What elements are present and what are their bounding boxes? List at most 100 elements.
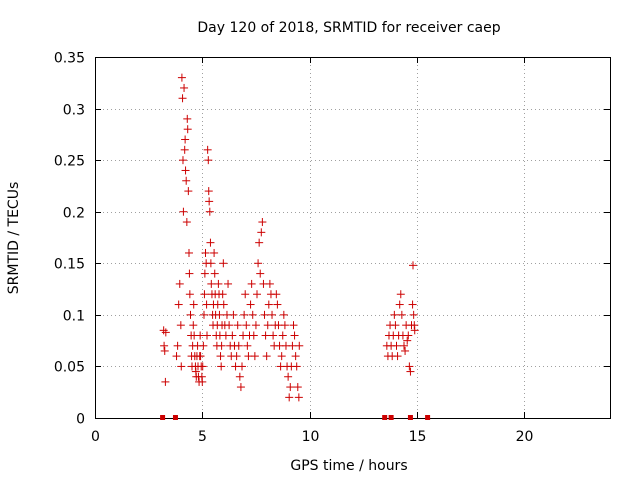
data-point bbox=[200, 269, 209, 278]
data-point bbox=[181, 166, 190, 175]
data-point bbox=[217, 362, 226, 371]
data-point bbox=[180, 145, 189, 154]
data-point bbox=[391, 321, 400, 330]
data-point bbox=[173, 341, 182, 350]
gap-marker bbox=[382, 415, 388, 420]
data-point bbox=[273, 300, 282, 309]
data-point bbox=[272, 290, 281, 299]
data-point bbox=[256, 269, 265, 278]
data-point bbox=[236, 383, 245, 392]
x-axis-label: GPS time / hours bbox=[290, 458, 407, 474]
data-point bbox=[288, 341, 297, 350]
data-point bbox=[180, 83, 189, 92]
data-points bbox=[159, 73, 419, 402]
gap-marker bbox=[407, 415, 413, 420]
y-tick-label: 0.1 bbox=[63, 309, 85, 325]
data-point bbox=[198, 362, 207, 371]
data-point bbox=[174, 300, 183, 309]
data-point bbox=[243, 341, 252, 350]
plot-frame bbox=[95, 57, 611, 419]
data-point bbox=[286, 383, 295, 392]
gap-marker bbox=[425, 415, 431, 420]
data-point bbox=[397, 310, 406, 319]
data-point bbox=[280, 321, 289, 330]
data-point bbox=[205, 197, 214, 206]
data-point bbox=[160, 346, 169, 355]
data-point bbox=[203, 331, 212, 340]
data-point bbox=[277, 352, 286, 361]
data-point bbox=[401, 346, 410, 355]
data-point bbox=[248, 310, 257, 319]
data-point bbox=[172, 352, 181, 361]
data-point bbox=[184, 187, 193, 196]
data-point bbox=[219, 259, 228, 268]
data-point bbox=[219, 300, 228, 309]
data-point bbox=[224, 279, 233, 288]
data-point bbox=[200, 290, 209, 299]
data-point bbox=[204, 156, 213, 165]
data-point bbox=[254, 259, 263, 268]
data-point bbox=[249, 331, 258, 340]
data-point bbox=[242, 321, 251, 330]
data-point bbox=[203, 145, 212, 154]
data-point bbox=[261, 331, 270, 340]
data-point bbox=[183, 125, 192, 134]
y-tick-label: 0.05 bbox=[54, 360, 85, 376]
data-point bbox=[216, 352, 225, 361]
data-point bbox=[196, 352, 205, 361]
y-axis-label: SRMTID / TECUs bbox=[6, 182, 22, 295]
tick-layer: 0 0.05 0.1 0.15 0.2 0.25 0.3 0.35 0 5 10 15 20 bbox=[54, 51, 610, 445]
x-tick-label: 0 bbox=[91, 429, 100, 445]
grid-layer bbox=[95, 57, 610, 418]
data-point bbox=[409, 261, 418, 270]
gap-marker bbox=[160, 415, 166, 420]
data-point bbox=[289, 321, 298, 330]
data-point bbox=[177, 73, 186, 82]
y-tick-label: 0.3 bbox=[63, 103, 85, 119]
data-point bbox=[400, 341, 408, 350]
data-point bbox=[176, 321, 185, 330]
gap-marker bbox=[172, 415, 178, 420]
data-point bbox=[200, 310, 209, 319]
data-point bbox=[189, 300, 198, 309]
data-point bbox=[295, 341, 304, 350]
data-point bbox=[279, 310, 288, 319]
data-point bbox=[159, 326, 168, 335]
data-point bbox=[178, 156, 187, 165]
data-point bbox=[240, 310, 249, 319]
data-point bbox=[392, 341, 401, 350]
data-point bbox=[293, 383, 302, 392]
y-tick-label: 0.2 bbox=[63, 206, 85, 222]
data-point bbox=[234, 341, 243, 350]
data-point bbox=[202, 300, 211, 309]
gap-markers bbox=[160, 415, 431, 420]
data-point bbox=[404, 331, 413, 340]
data-point bbox=[265, 279, 274, 288]
data-point bbox=[292, 362, 301, 371]
data-point bbox=[179, 207, 188, 216]
data-point bbox=[285, 393, 294, 402]
data-point bbox=[395, 300, 404, 309]
data-point bbox=[206, 259, 215, 268]
data-point bbox=[161, 328, 170, 337]
data-point bbox=[160, 341, 169, 350]
data-point bbox=[251, 321, 260, 330]
data-point bbox=[278, 331, 287, 340]
data-point bbox=[255, 238, 264, 247]
data-point bbox=[294, 393, 303, 402]
data-point bbox=[405, 362, 414, 371]
data-point bbox=[241, 290, 250, 299]
data-point bbox=[206, 238, 215, 247]
data-point bbox=[217, 341, 226, 350]
data-point bbox=[393, 352, 402, 361]
data-point bbox=[235, 372, 244, 381]
data-point bbox=[201, 248, 210, 257]
data-point bbox=[253, 290, 262, 299]
data-point bbox=[258, 218, 267, 227]
data-point bbox=[269, 331, 278, 340]
data-point bbox=[228, 331, 237, 340]
data-point bbox=[181, 135, 190, 144]
data-point bbox=[410, 326, 419, 335]
data-point bbox=[260, 310, 269, 319]
